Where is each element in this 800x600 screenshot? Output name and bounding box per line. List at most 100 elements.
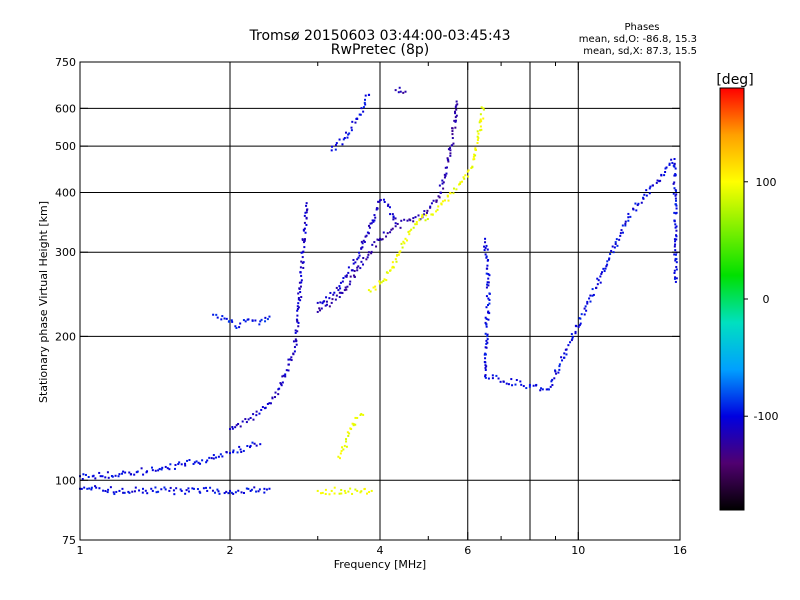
scatter-point <box>151 469 154 472</box>
scatter-point <box>437 195 440 198</box>
scatter-point <box>196 488 199 491</box>
scatter-point <box>150 466 153 469</box>
scatter-point <box>209 486 212 489</box>
scatter-point <box>351 120 354 123</box>
scatter-point <box>551 378 554 381</box>
scatter-point <box>115 490 118 493</box>
scatter-point <box>410 228 413 231</box>
scatter-point <box>169 486 172 489</box>
scatter-point <box>160 468 163 471</box>
scatter-point <box>329 291 332 294</box>
scatter-point <box>213 491 216 494</box>
scatter-point <box>348 283 351 286</box>
scatter-point <box>357 256 360 259</box>
scatter-point <box>324 488 327 491</box>
scatter-point <box>373 241 376 244</box>
scatter-point <box>570 333 573 336</box>
scatter-point <box>107 476 110 479</box>
scatter-point <box>140 467 143 470</box>
scatter-point <box>122 470 125 473</box>
scatter-point <box>443 173 446 176</box>
scatter-point <box>104 489 107 492</box>
scatter-point <box>627 212 630 215</box>
scatter-point <box>619 234 622 237</box>
scatter-point <box>485 317 488 320</box>
scatter-point <box>337 289 340 292</box>
scatter-point <box>299 271 302 274</box>
scatter-point <box>305 211 308 214</box>
scatter-point <box>146 470 149 473</box>
scatter-point <box>488 312 491 315</box>
scatter-point <box>234 491 237 494</box>
scatter-point <box>263 487 266 490</box>
scatter-point <box>383 278 386 281</box>
scatter-point <box>280 383 283 386</box>
scatter-point <box>302 261 305 264</box>
scatter-point <box>124 471 127 474</box>
scatter-point <box>373 214 376 217</box>
scatter-point <box>519 380 522 383</box>
scatter-point <box>323 300 326 303</box>
scatter-point <box>121 472 124 475</box>
y-tick-label: 300 <box>55 246 76 259</box>
scatter-point <box>92 474 95 477</box>
scatter-point <box>154 469 157 472</box>
scatter-point <box>447 160 450 163</box>
scatter-point <box>364 235 367 238</box>
scatter-point <box>487 284 490 287</box>
scatter-point <box>232 451 235 454</box>
scatter-point <box>560 356 563 359</box>
scatter-point <box>394 222 397 225</box>
scatter-point <box>484 364 487 367</box>
scatter-point <box>123 491 126 494</box>
scatter-point <box>432 199 435 202</box>
scatter-point <box>320 307 323 310</box>
scatter-point <box>335 142 338 145</box>
scatter-point <box>675 225 678 228</box>
scatter-point <box>589 300 592 303</box>
scatter-point <box>487 311 490 314</box>
scatter-point <box>296 319 299 322</box>
scatter-point <box>319 492 322 495</box>
scatter-point <box>339 281 342 284</box>
scatter-point <box>484 366 487 369</box>
scatter-point <box>284 375 287 378</box>
scatter-point <box>332 293 335 296</box>
scatter-point <box>395 254 398 257</box>
scatter-point <box>134 486 137 489</box>
scatter-point <box>535 384 538 387</box>
scatter-point <box>359 491 362 494</box>
scatter-point <box>375 245 378 248</box>
scatter-point <box>297 292 300 295</box>
scatter-point <box>287 363 290 366</box>
scatter-point <box>449 149 452 152</box>
scatter-point <box>362 263 365 266</box>
scatter-point <box>111 475 114 478</box>
scatter-point <box>600 272 603 275</box>
scatter-point <box>258 412 261 415</box>
scatter-point <box>675 238 678 241</box>
scatter-point <box>325 303 328 306</box>
scatter-point <box>131 490 134 493</box>
scatter-point <box>206 489 209 492</box>
scatter-point <box>558 365 561 368</box>
scatter-point <box>610 249 613 252</box>
scatter-point <box>82 473 85 476</box>
scatter-point <box>440 203 443 206</box>
scatter-point <box>675 277 678 280</box>
scatter-point <box>268 402 271 405</box>
scatter-point <box>491 377 494 380</box>
scatter-point <box>361 246 364 249</box>
scatter-point <box>402 91 405 94</box>
scatter-point <box>290 359 293 362</box>
stats-line-o: mean, sd,O: -86.8, 15.3 <box>579 34 697 45</box>
scatter-point <box>230 319 233 322</box>
scatter-point <box>406 239 409 242</box>
scatter-point <box>466 170 469 173</box>
scatter-point <box>366 231 369 234</box>
scatter-point <box>422 213 425 216</box>
scatter-point <box>624 224 627 227</box>
scatter-point <box>394 258 397 261</box>
scatter-point <box>178 461 181 464</box>
scatter-point <box>205 486 208 489</box>
